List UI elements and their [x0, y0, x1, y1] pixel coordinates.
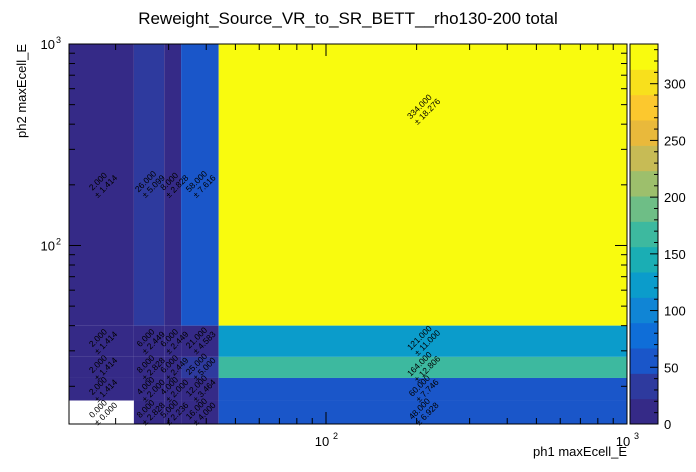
colorbar-segment-13: [630, 69, 658, 96]
heatmap-cell-24: [218, 400, 628, 424]
heatmap-cell-23: [181, 400, 219, 424]
colorbar-tick-label-5: 250: [664, 133, 686, 148]
colorbar-segment-6: [630, 246, 658, 273]
colorbar-segment-10: [630, 145, 658, 172]
colorbar-segment-1: [630, 373, 658, 400]
heatmap-cell-2: [164, 44, 182, 326]
colorbar-tick-label-6: 300: [664, 77, 686, 92]
x-tick-label-0: 10: [315, 434, 329, 449]
colorbar-segment-14: [630, 44, 658, 70]
heatmap-cell-15: [69, 377, 134, 401]
heatmap-cell-21: [133, 400, 165, 424]
heatmap-cell-3: [181, 44, 219, 326]
heatmap-cell-12: [164, 356, 182, 378]
colorbar-tick-label-0: 0: [664, 417, 671, 432]
colorbar-segment-7: [630, 221, 658, 248]
x-axis-label: ph1 maxEcell_E: [533, 444, 627, 459]
y-tick-label-1: 10: [41, 37, 55, 52]
colorbar-segment-11: [630, 120, 658, 146]
heatmap-cell-20: [69, 400, 134, 424]
plot-frame: [68, 43, 628, 425]
y-axis-label: ph2 maxEcell_E: [14, 44, 29, 138]
heatmap-cell-4: [218, 44, 628, 326]
colorbar-segment-5: [630, 272, 658, 298]
colorbar-segment-2: [630, 348, 658, 374]
colorbar-frame: [629, 43, 659, 425]
colorbar-tick-label-2: 100: [664, 304, 686, 319]
y-tick-exponent-0: 2: [56, 236, 61, 246]
axes: 10 2 10 310 210 3: [41, 35, 639, 449]
heatmap-cell-14: [218, 356, 628, 378]
colorbar-tick-label-4: 200: [664, 190, 686, 205]
chart-title: Reweight_Source_VR_to_SR_BETT__rho130-20…: [138, 9, 558, 28]
heatmap-cell-13: [181, 356, 219, 378]
colorbar-segment-9: [630, 170, 658, 197]
heatmap-cell-5: [69, 325, 134, 357]
y-tick-exponent-1: 3: [56, 35, 61, 45]
colorbar-segment-0: [630, 398, 658, 425]
heatmap-cells: [69, 44, 628, 424]
heatmap-cell-1: [133, 44, 165, 326]
heatmap-cell-8: [181, 325, 219, 357]
x-tick-exponent-1: 3: [634, 431, 639, 441]
heatmap-cell-10: [69, 356, 134, 378]
heatmap-cell-7: [164, 325, 182, 357]
heatmap-cell-16: [133, 377, 165, 401]
heatmap-cell-0: [69, 44, 134, 326]
heatmap-cell-19: [218, 377, 628, 401]
y-tick-label-0: 10: [41, 238, 55, 253]
heatmap-cell-9: [218, 325, 628, 357]
x-tick-exponent-0: 2: [333, 431, 338, 441]
cell-label-2: 8.000± 2.828: [158, 170, 191, 200]
colorbar-segment-8: [630, 196, 658, 222]
colorbar: 0 50 100 150 200 250 300: [629, 43, 686, 432]
heatmap-cell-17: [164, 377, 182, 401]
colorbar-tick-label-3: 150: [664, 247, 686, 262]
x-tick-label-1: 10: [616, 434, 630, 449]
heatmap-cell-6: [133, 325, 165, 357]
heatmap-cell-11: [133, 356, 165, 378]
colorbar-segment-12: [630, 94, 658, 121]
colorbar-segment-3: [630, 322, 658, 349]
colorbar-tick-label-1: 50: [664, 360, 678, 375]
heatmap-cell-18: [181, 377, 219, 401]
